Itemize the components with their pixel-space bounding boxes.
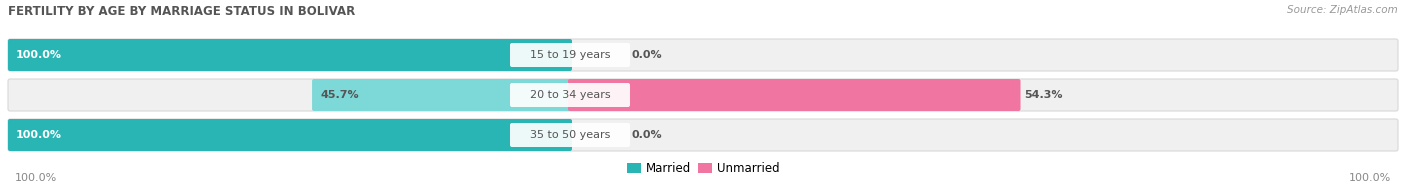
FancyBboxPatch shape [8, 39, 572, 71]
FancyBboxPatch shape [8, 119, 572, 151]
Text: 100.0%: 100.0% [15, 130, 62, 140]
FancyBboxPatch shape [8, 39, 1398, 71]
Text: 35 to 50 years: 35 to 50 years [530, 130, 610, 140]
FancyBboxPatch shape [8, 79, 1398, 111]
FancyBboxPatch shape [8, 119, 1398, 151]
Text: 45.7%: 45.7% [321, 90, 359, 100]
FancyBboxPatch shape [510, 43, 630, 67]
Text: Source: ZipAtlas.com: Source: ZipAtlas.com [1288, 5, 1398, 15]
FancyBboxPatch shape [312, 79, 572, 111]
FancyBboxPatch shape [510, 83, 630, 107]
Text: 15 to 19 years: 15 to 19 years [530, 50, 610, 60]
Text: 0.0%: 0.0% [633, 130, 662, 140]
Text: 54.3%: 54.3% [1025, 90, 1063, 100]
Text: 100.0%: 100.0% [15, 50, 62, 60]
Text: FERTILITY BY AGE BY MARRIAGE STATUS IN BOLIVAR: FERTILITY BY AGE BY MARRIAGE STATUS IN B… [8, 5, 356, 18]
Legend: Married, Unmarried: Married, Unmarried [621, 158, 785, 180]
Text: 100.0%: 100.0% [1348, 173, 1391, 183]
Text: 100.0%: 100.0% [15, 173, 58, 183]
FancyBboxPatch shape [510, 123, 630, 147]
Text: 20 to 34 years: 20 to 34 years [530, 90, 610, 100]
FancyBboxPatch shape [568, 79, 1021, 111]
Text: 0.0%: 0.0% [633, 50, 662, 60]
